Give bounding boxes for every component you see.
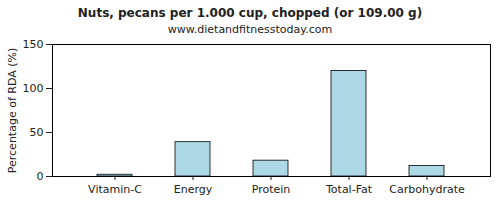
svg-text:Energy: Energy: [174, 183, 213, 196]
svg-text:Vitamin-C: Vitamin-C: [88, 183, 142, 196]
svg-text:100: 100: [23, 82, 44, 95]
svg-text:150: 150: [23, 38, 44, 51]
svg-text:Protein: Protein: [252, 183, 291, 196]
svg-text:Total-Fat: Total-Fat: [325, 183, 373, 196]
svg-text:Percentage of RDA (%): Percentage of RDA (%): [6, 48, 19, 173]
svg-text:Carbohydrate: Carbohydrate: [389, 183, 465, 196]
html-text:www.dietandfitnesstoday.com: www.dietandfitnesstoday.com: [167, 23, 333, 36]
svg-text:50: 50: [30, 126, 44, 139]
svg-text:0: 0: [37, 170, 44, 183]
html-text:Nuts, pecans per 1.000 cup, ch: Nuts, pecans per 1.000 cup, chopped (or …: [77, 6, 423, 20]
